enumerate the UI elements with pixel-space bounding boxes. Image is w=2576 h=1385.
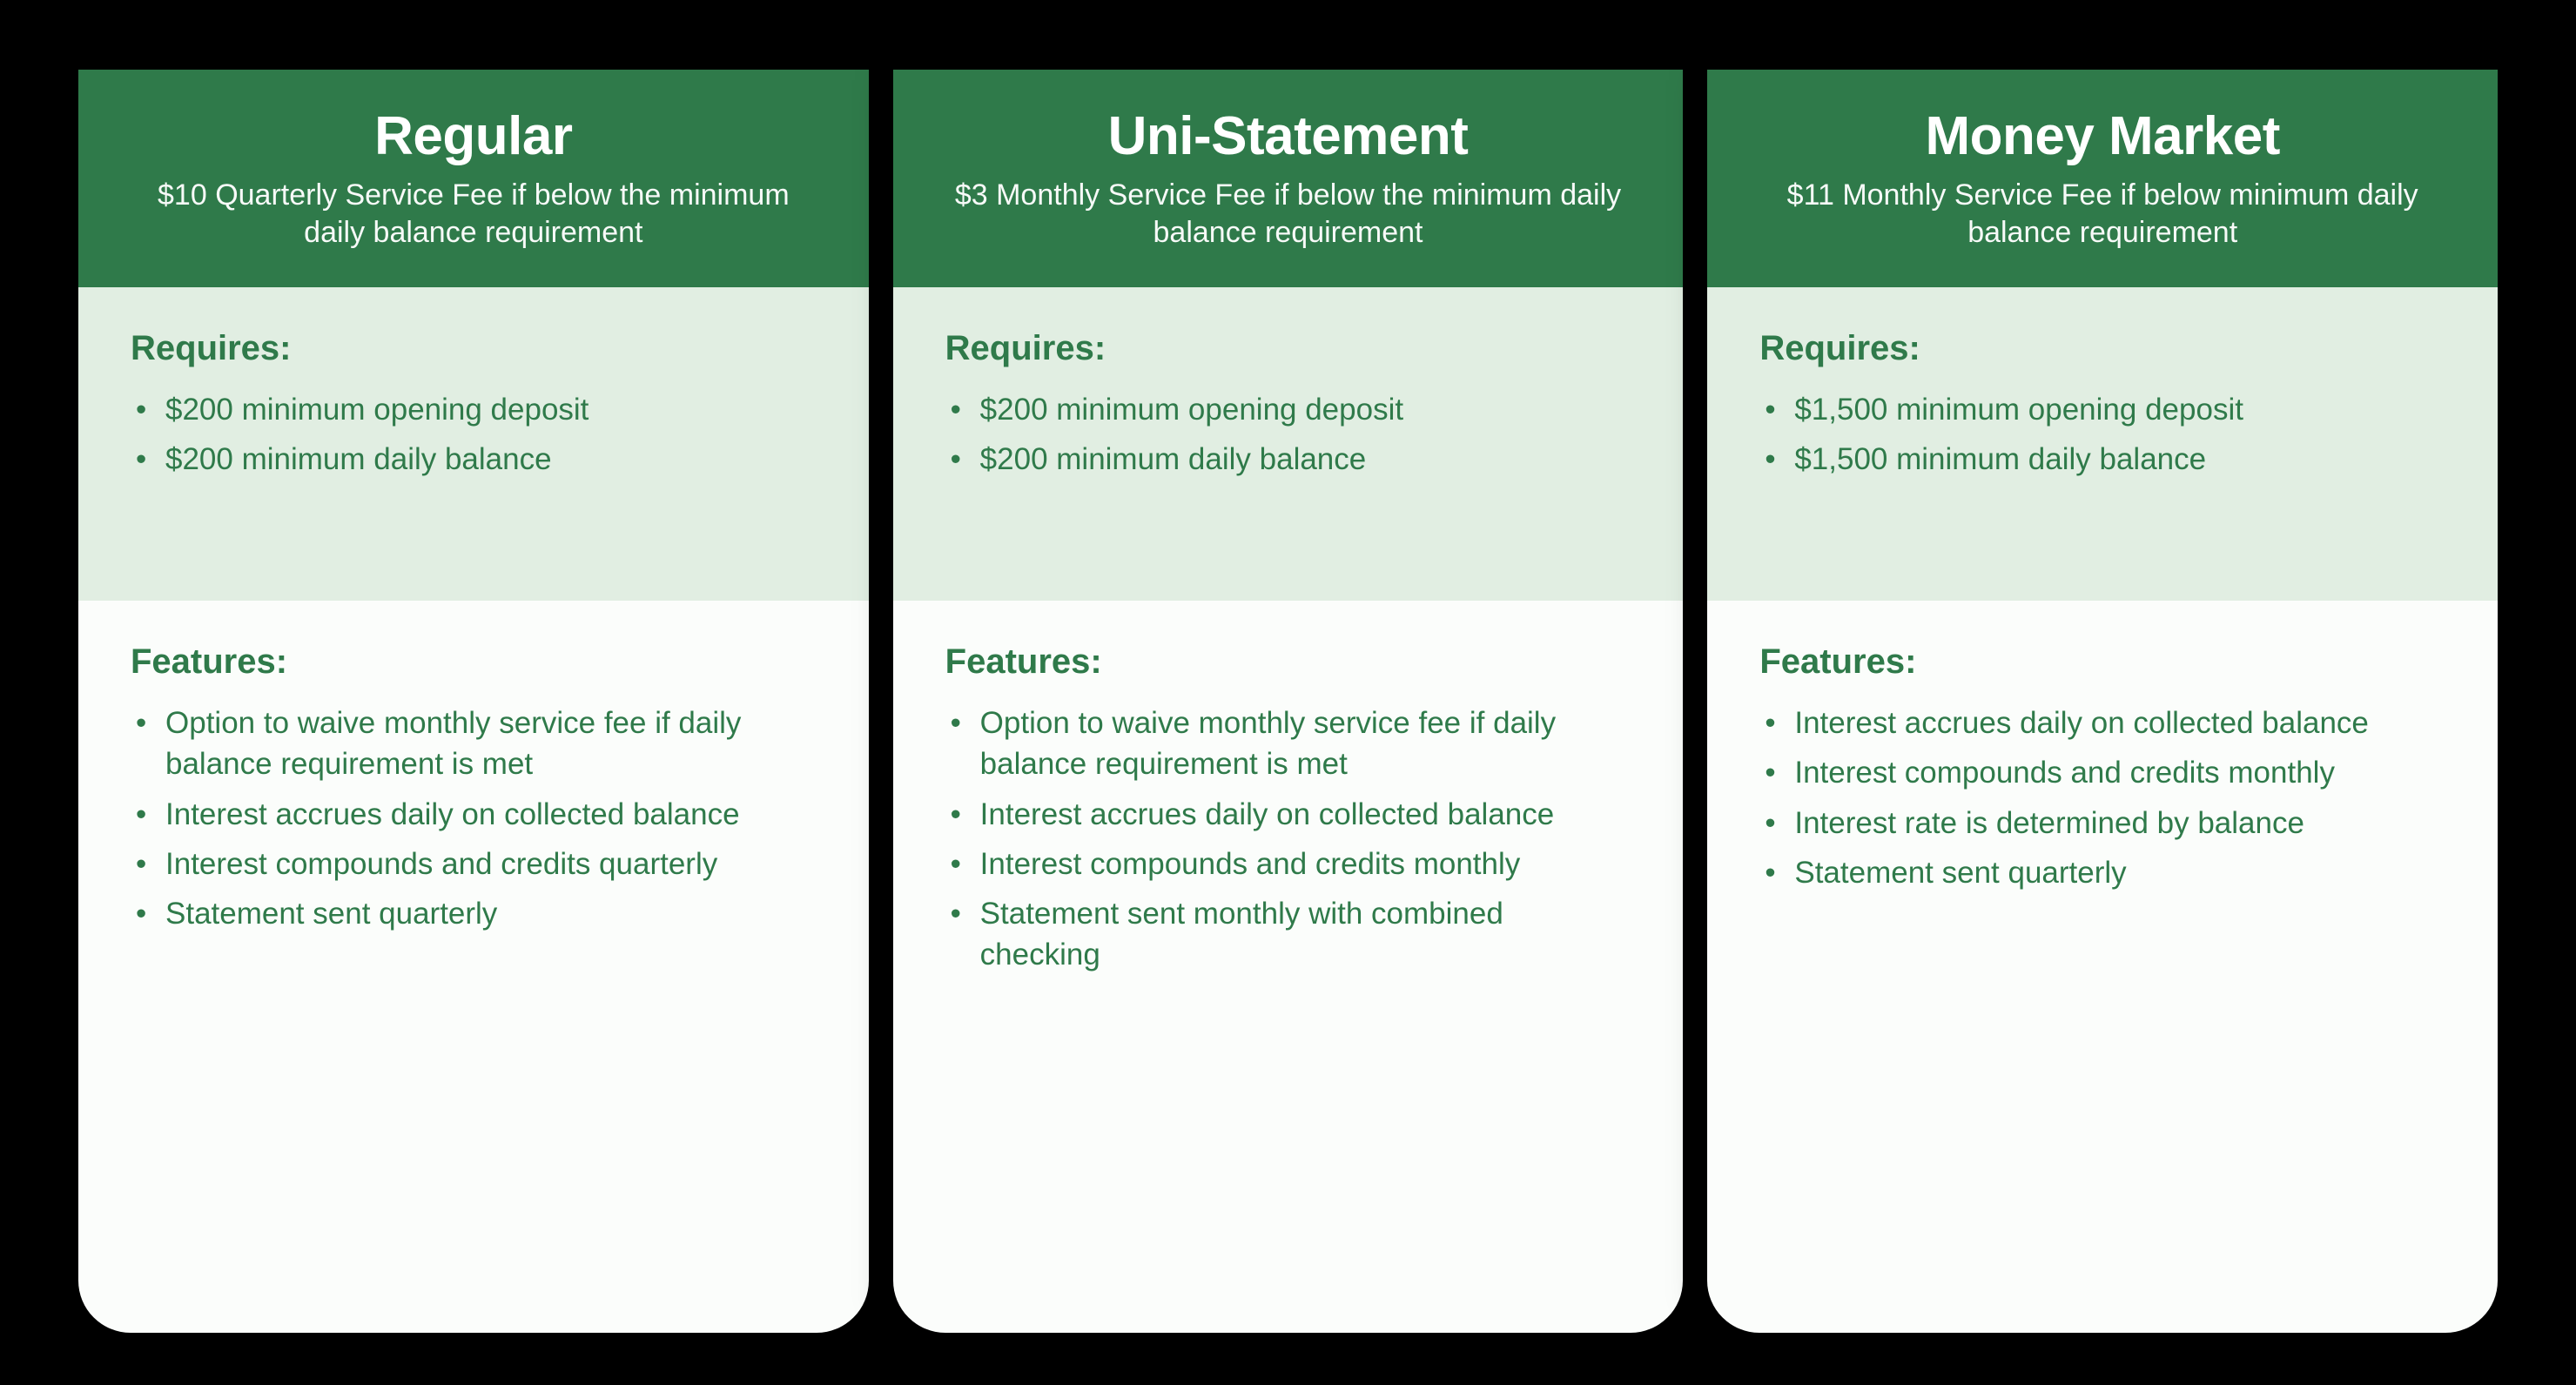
requires-section: Requires: $200 minimum opening deposit $… (78, 287, 869, 601)
list-item: Statement sent quarterly (1759, 852, 2445, 893)
list-item: $1,500 minimum opening deposit (1759, 389, 2445, 430)
features-label: Features: (131, 642, 817, 682)
requires-label: Requires: (1759, 329, 2445, 368)
card-subtitle: $3 Monthly Service Fee if below the mini… (945, 177, 1631, 251)
list-item: Interest rate is determined by balance (1759, 803, 2445, 844)
cards-row: Regular $10 Quarterly Service Fee if bel… (78, 70, 2498, 1333)
card-uni-statement: Uni-Statement $3 Monthly Service Fee if … (893, 70, 1684, 1333)
features-list: Option to waive monthly service fee if d… (945, 703, 1631, 976)
list-item: Option to waive monthly service fee if d… (945, 703, 1631, 785)
list-item: Interest compounds and credits monthly (945, 844, 1631, 884)
requires-list: $200 minimum opening deposit $200 minimu… (945, 389, 1631, 481)
list-item: Interest compounds and credits quarterly (131, 844, 817, 884)
features-label: Features: (945, 642, 1631, 682)
features-list: Option to waive monthly service fee if d… (131, 703, 817, 934)
list-item: Interest compounds and credits monthly (1759, 752, 2445, 793)
requires-section: Requires: $200 minimum opening deposit $… (893, 287, 1684, 601)
list-item: Interest accrues daily on collected bala… (1759, 703, 2445, 743)
comparison-stage: Regular $10 Quarterly Service Fee if bel… (0, 0, 2576, 1385)
list-item: Option to waive monthly service fee if d… (131, 703, 817, 785)
requires-label: Requires: (945, 329, 1631, 368)
list-item: $200 minimum opening deposit (945, 389, 1631, 430)
card-title: Regular (131, 108, 817, 165)
card-header: Money Market $11 Monthly Service Fee if … (1707, 70, 2498, 287)
list-item: Interest accrues daily on collected bala… (945, 794, 1631, 835)
requires-list: $1,500 minimum opening deposit $1,500 mi… (1759, 389, 2445, 481)
list-item: Statement sent monthly with combined che… (945, 893, 1631, 976)
list-item: Interest accrues daily on collected bala… (131, 794, 817, 835)
features-section: Features: Interest accrues daily on coll… (1707, 601, 2498, 1333)
card-title: Uni-Statement (945, 108, 1631, 165)
requires-list: $200 minimum opening deposit $200 minimu… (131, 389, 817, 481)
card-regular: Regular $10 Quarterly Service Fee if bel… (78, 70, 869, 1333)
list-item: $200 minimum opening deposit (131, 389, 817, 430)
card-money-market: Money Market $11 Monthly Service Fee if … (1707, 70, 2498, 1333)
list-item: $1,500 minimum daily balance (1759, 439, 2445, 480)
card-subtitle: $11 Monthly Service Fee if below minimum… (1759, 177, 2445, 251)
list-item: $200 minimum daily balance (131, 439, 817, 480)
requires-section: Requires: $1,500 minimum opening deposit… (1707, 287, 2498, 601)
card-header: Regular $10 Quarterly Service Fee if bel… (78, 70, 869, 287)
features-list: Interest accrues daily on collected bala… (1759, 703, 2445, 893)
card-header: Uni-Statement $3 Monthly Service Fee if … (893, 70, 1684, 287)
list-item: Statement sent quarterly (131, 893, 817, 934)
requires-label: Requires: (131, 329, 817, 368)
features-label: Features: (1759, 642, 2445, 682)
card-subtitle: $10 Quarterly Service Fee if below the m… (131, 177, 817, 251)
list-item: $200 minimum daily balance (945, 439, 1631, 480)
features-section: Features: Option to waive monthly servic… (893, 601, 1684, 1333)
card-title: Money Market (1759, 108, 2445, 165)
features-section: Features: Option to waive monthly servic… (78, 601, 869, 1333)
